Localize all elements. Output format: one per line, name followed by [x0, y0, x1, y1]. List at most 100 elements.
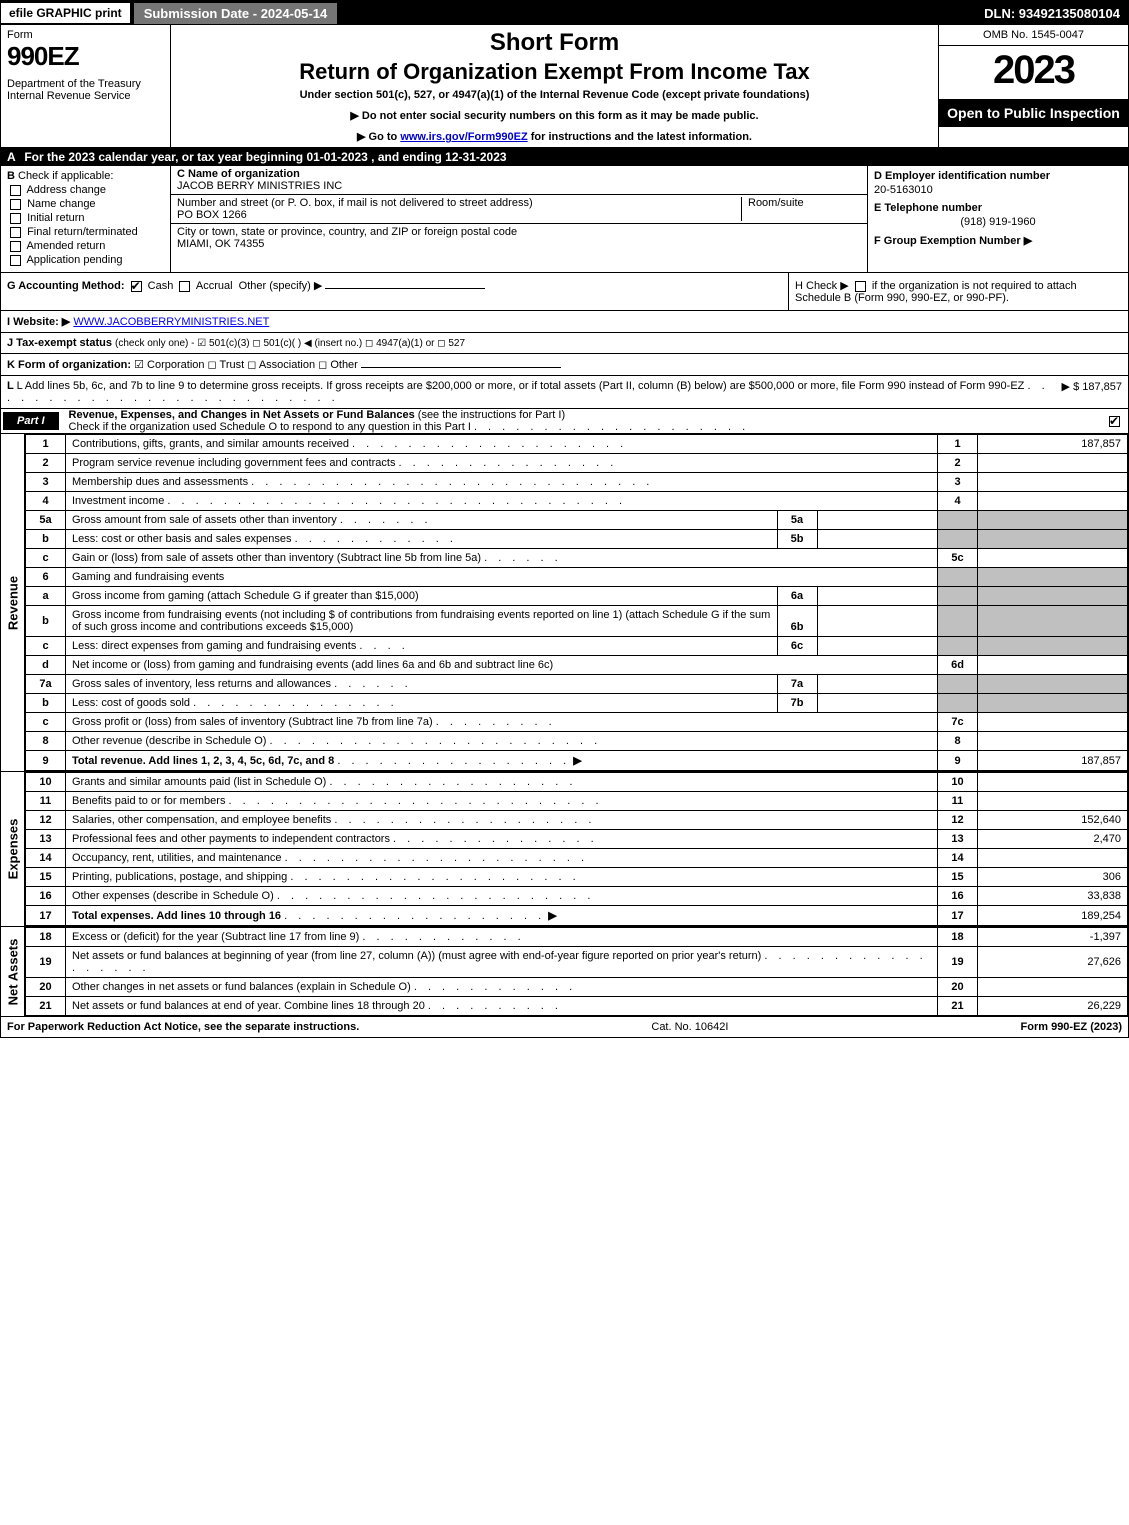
form-number: 990EZ	[7, 41, 164, 72]
chk-name-change[interactable]: Name change	[7, 198, 164, 210]
omb-number: OMB No. 1545-0047	[939, 25, 1128, 46]
chk-application-pending[interactable]: Application pending	[7, 254, 164, 266]
org-street: PO BOX 1266	[177, 209, 741, 221]
goto-post: for instructions and the latest informat…	[528, 131, 752, 143]
top-bar: efile GRAPHIC print Submission Date - 20…	[1, 1, 1128, 25]
chk-accrual[interactable]	[179, 281, 190, 292]
efile-print-label[interactable]: efile GRAPHIC print	[1, 3, 130, 23]
line-8: 8Other revenue (describe in Schedule O) …	[26, 732, 1128, 751]
part1-title: Revenue, Expenses, and Changes in Net As…	[61, 409, 1109, 433]
row-l: L L Add lines 5b, 6c, and 7b to line 9 t…	[1, 376, 1128, 409]
org-name: JACOB BERRY MINISTRIES INC	[177, 180, 861, 192]
line-1: 1Contributions, gifts, grants, and simil…	[26, 435, 1128, 454]
d-ein: 20-5163010	[874, 184, 1122, 196]
line-17: 17Total expenses. Add lines 10 through 1…	[26, 906, 1128, 926]
netassets-vlabel: Net Assets	[1, 927, 25, 1016]
line-18: 18Excess or (deficit) for the year (Subt…	[26, 928, 1128, 947]
k-label: K Form of organization:	[7, 359, 131, 371]
letter-a: A	[7, 150, 21, 164]
l-text: L Add lines 5b, 6c, and 7b to line 9 to …	[17, 380, 1025, 392]
line-6d: dNet income or (loss) from gaming and fu…	[26, 656, 1128, 675]
c-street-hdr: Number and street (or P. O. box, if mail…	[177, 197, 741, 209]
header-left: Form 990EZ Department of the Treasury In…	[1, 25, 171, 147]
line-21: 21Net assets or fund balances at end of …	[26, 997, 1128, 1016]
line-4: 4Investment income . . . . . . . . . . .…	[26, 492, 1128, 511]
irs-link[interactable]: www.irs.gov/Form990EZ	[400, 131, 527, 143]
line-5b: bLess: cost or other basis and sales exp…	[26, 530, 1128, 549]
form-title: Return of Organization Exempt From Incom…	[177, 59, 932, 85]
line-11: 11Benefits paid to or for members . . . …	[26, 792, 1128, 811]
row-k: K Form of organization: ☑ Corporation ◻ …	[1, 354, 1128, 376]
chk-final-return[interactable]: Final return/terminated	[7, 226, 164, 238]
header-center: Short Form Return of Organization Exempt…	[171, 25, 938, 147]
chk-address-change[interactable]: Address change	[7, 184, 164, 196]
line-3: 3Membership dues and assessments . . . .…	[26, 473, 1128, 492]
header-right: OMB No. 1545-0047 2023 Open to Public In…	[938, 25, 1128, 147]
form-header: Form 990EZ Department of the Treasury In…	[1, 25, 1128, 148]
col-c: C Name of organization JACOB BERRY MINIS…	[171, 166, 868, 272]
line-6a: aGross income from gaming (attach Schedu…	[26, 587, 1128, 606]
line-7b: bLess: cost of goods sold . . . . . . . …	[26, 694, 1128, 713]
h-text1: H Check ▶	[795, 280, 852, 292]
line-2: 2Program service revenue including gover…	[26, 454, 1128, 473]
line-6b: bGross income from fundraising events (n…	[26, 606, 1128, 637]
row-a: A For the 2023 calendar year, or tax yea…	[1, 148, 1128, 166]
chk-schedule-o[interactable]	[1109, 416, 1120, 427]
line-6c: cLess: direct expenses from gaming and f…	[26, 637, 1128, 656]
line-9: 9Total revenue. Add lines 1, 2, 3, 4, 5c…	[26, 751, 1128, 771]
c-street-cell: Number and street (or P. O. box, if mail…	[171, 195, 867, 224]
short-form-label: Short Form	[177, 29, 932, 57]
l-amount: ▶ $ 187,857	[1054, 380, 1122, 404]
h-schedule-b: H Check ▶ if the organization is not req…	[788, 273, 1128, 310]
row-gh: G Accounting Method: Cash Accrual Other …	[1, 273, 1128, 311]
under-section: Under section 501(c), 527, or 4947(a)(1)…	[177, 89, 932, 101]
netassets-section: Net Assets 18Excess or (deficit) for the…	[1, 927, 1128, 1016]
revenue-table: 1Contributions, gifts, grants, and simil…	[25, 434, 1128, 771]
line-7a: 7aGross sales of inventory, less returns…	[26, 675, 1128, 694]
row-i: I Website: ▶ WWW.JACOBBERRYMINISTRIES.NE…	[1, 311, 1128, 333]
expenses-vlabel: Expenses	[1, 772, 25, 926]
b-label: Check if applicable:	[18, 170, 113, 182]
c-name-cell: C Name of organization JACOB BERRY MINIS…	[171, 166, 867, 195]
footer-right: Form 990-EZ (2023)	[1021, 1021, 1122, 1033]
line-5a: 5aGross amount from sale of assets other…	[26, 511, 1128, 530]
line-19: 19Net assets or fund balances at beginni…	[26, 947, 1128, 978]
website-link[interactable]: WWW.JACOBBERRYMINISTRIES.NET	[73, 316, 269, 328]
line-15: 15Printing, publications, postage, and s…	[26, 868, 1128, 887]
g-accounting: G Accounting Method: Cash Accrual Other …	[1, 273, 788, 310]
col-b: B Check if applicable: Address change Na…	[1, 166, 171, 272]
section-bcdef: B Check if applicable: Address change Na…	[1, 166, 1128, 273]
line-16: 16Other expenses (describe in Schedule O…	[26, 887, 1128, 906]
dept-label: Department of the Treasury Internal Reve…	[7, 78, 164, 102]
form-word: Form	[7, 29, 164, 41]
row-a-text: For the 2023 calendar year, or tax year …	[24, 150, 506, 164]
f-grp-hdr: F Group Exemption Number ▶	[874, 234, 1122, 247]
c-name-hdr: C Name of organization	[177, 168, 861, 180]
chk-schedule-b[interactable]	[855, 281, 866, 292]
dln-label: DLN: 93492135080104	[984, 6, 1128, 21]
line-5c: cGain or (loss) from sale of assets othe…	[26, 549, 1128, 568]
page-footer: For Paperwork Reduction Act Notice, see …	[1, 1016, 1128, 1037]
j-label: J Tax-exempt status	[7, 337, 112, 349]
chk-initial-return[interactable]: Initial return	[7, 212, 164, 224]
goto-pre: ▶ Go to	[357, 131, 400, 143]
part1-header: Part I Revenue, Expenses, and Changes in…	[1, 409, 1128, 434]
chk-cash[interactable]	[131, 281, 142, 292]
expenses-section: Expenses 10Grants and similar amounts pa…	[1, 772, 1128, 927]
line-12: 12Salaries, other compensation, and empl…	[26, 811, 1128, 830]
line-6: 6Gaming and fundraising events	[26, 568, 1128, 587]
org-city: MIAMI, OK 74355	[177, 238, 861, 250]
c-city-hdr: City or town, state or province, country…	[177, 226, 861, 238]
line-10: 10Grants and similar amounts paid (list …	[26, 773, 1128, 792]
netassets-table: 18Excess or (deficit) for the year (Subt…	[25, 927, 1128, 1016]
part1-check-line: Check if the organization used Schedule …	[69, 421, 471, 433]
ssn-warning: ▶ Do not enter social security numbers o…	[177, 109, 932, 122]
j-rest: (check only one) - ☑ 501(c)(3) ◻ 501(c)(…	[115, 338, 465, 349]
line-14: 14Occupancy, rent, utilities, and mainte…	[26, 849, 1128, 868]
c-room-hdr: Room/suite	[748, 197, 861, 209]
d-ein-hdr: D Employer identification number	[874, 170, 1122, 182]
col-def: D Employer identification number 20-5163…	[868, 166, 1128, 272]
e-tel: (918) 919-1960	[874, 216, 1122, 228]
chk-amended-return[interactable]: Amended return	[7, 240, 164, 252]
letter-b: B	[7, 170, 18, 182]
